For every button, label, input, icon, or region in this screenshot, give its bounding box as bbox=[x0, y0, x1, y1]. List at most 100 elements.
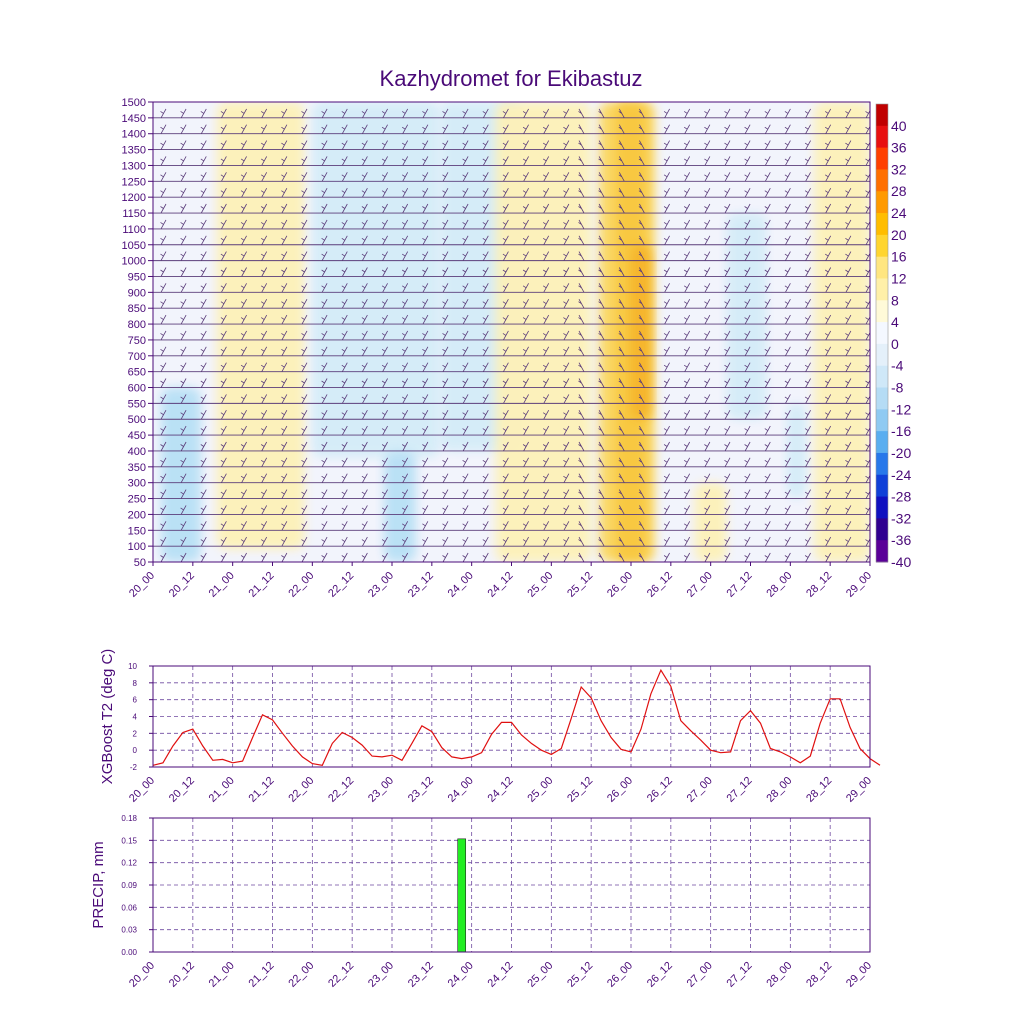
wind-barb bbox=[180, 156, 187, 166]
wind-barb bbox=[638, 505, 645, 515]
wind-barb bbox=[281, 251, 288, 261]
wind-barb bbox=[442, 441, 449, 452]
wind-barb bbox=[200, 425, 207, 436]
wind-barb bbox=[422, 394, 429, 404]
wind-barb bbox=[578, 124, 585, 134]
wind-barb bbox=[240, 108, 247, 119]
wind-barb bbox=[482, 536, 489, 547]
wind-barb bbox=[442, 552, 449, 562]
y-tick-label: 1150 bbox=[122, 208, 146, 220]
x-tick-label: 25_12 bbox=[565, 960, 595, 990]
wind-barb bbox=[462, 473, 469, 483]
wind-barb bbox=[442, 283, 449, 293]
colorbar-swatch bbox=[876, 452, 888, 476]
wind-barb bbox=[401, 425, 409, 436]
wind-barb bbox=[704, 489, 711, 499]
wind-barb bbox=[764, 140, 771, 150]
x-tick-label: 24_00 bbox=[446, 775, 476, 805]
wind-barb bbox=[663, 299, 670, 309]
wind-barb bbox=[341, 219, 348, 230]
wind-barb bbox=[361, 362, 368, 372]
wind-barb bbox=[618, 552, 625, 562]
wind-barb bbox=[784, 299, 791, 309]
wind-barb bbox=[784, 235, 791, 245]
x-tick-label: 24_00 bbox=[446, 960, 476, 990]
wind-barb bbox=[341, 235, 348, 245]
y-tick-label: 600 bbox=[128, 383, 146, 395]
wind-barb bbox=[845, 251, 852, 261]
wind-barb bbox=[845, 457, 852, 467]
wind-barb bbox=[865, 236, 870, 245]
wind-barb bbox=[260, 441, 268, 452]
wind-barb bbox=[382, 102, 384, 103]
wind-barb bbox=[281, 299, 288, 309]
wind-barb bbox=[200, 521, 207, 531]
y-tick-label: 150 bbox=[128, 525, 146, 537]
wind-barb bbox=[563, 235, 570, 245]
x-tick-label: 24_12 bbox=[486, 775, 516, 805]
wind-barb bbox=[321, 203, 328, 214]
colorbar-label: -8 bbox=[891, 380, 904, 396]
wind-barb bbox=[542, 188, 550, 198]
wind-barb bbox=[361, 203, 368, 214]
wind-barb bbox=[683, 552, 691, 562]
wind-barb bbox=[180, 188, 187, 198]
wind-barb bbox=[240, 505, 247, 515]
y-axis-label: PRECIP, mm bbox=[90, 841, 107, 928]
wind-barb bbox=[381, 251, 388, 261]
wind-barb bbox=[321, 425, 328, 436]
wind-barb bbox=[683, 299, 691, 309]
wind-barb bbox=[765, 102, 766, 103]
wind-barb bbox=[845, 425, 852, 436]
wind-barb bbox=[744, 521, 751, 531]
wind-barb bbox=[865, 220, 870, 230]
wind-barb bbox=[502, 172, 509, 182]
wind-barb bbox=[321, 314, 328, 325]
wind-barb bbox=[341, 203, 348, 214]
y-tick-label: 50 bbox=[134, 557, 146, 569]
x-tick-label: 26_12 bbox=[645, 960, 675, 990]
wind-barb bbox=[422, 330, 429, 341]
colorbar-swatch bbox=[876, 104, 888, 127]
wind-barb bbox=[301, 505, 308, 515]
wind-barb bbox=[482, 314, 489, 325]
wind-barb bbox=[341, 362, 348, 372]
wind-barb bbox=[321, 521, 328, 531]
wind-barb bbox=[563, 473, 570, 483]
wind-barb bbox=[220, 552, 227, 562]
wind-barb bbox=[422, 410, 429, 420]
wind-barb bbox=[260, 219, 268, 230]
wind-barb bbox=[638, 410, 645, 420]
wind-barb bbox=[618, 140, 625, 150]
wind-barb bbox=[180, 473, 187, 483]
x-tick-label: 25_00 bbox=[525, 775, 555, 805]
wind-barb bbox=[522, 457, 529, 467]
wind-barb bbox=[725, 102, 726, 103]
chart-title: Kazhydromet for Ekibastuz bbox=[380, 66, 643, 91]
wind-barb bbox=[160, 425, 167, 436]
wind-barb bbox=[200, 299, 207, 309]
wind-barb bbox=[603, 102, 605, 103]
x-tick-label: 27_12 bbox=[725, 775, 755, 805]
wind-barb bbox=[361, 410, 368, 420]
x-tick-label: 27_12 bbox=[725, 960, 755, 990]
wind-barb bbox=[683, 521, 691, 531]
wind-barbs bbox=[160, 102, 870, 562]
wind-barb bbox=[502, 267, 509, 277]
temp-region-cool-27 bbox=[726, 213, 767, 420]
wind-barb bbox=[321, 172, 328, 182]
wind-barb bbox=[784, 188, 791, 198]
wind-barb bbox=[578, 410, 585, 420]
wind-barb bbox=[260, 362, 268, 372]
x-tick-label: 21_12 bbox=[247, 570, 277, 600]
wind-barb bbox=[502, 378, 509, 388]
wind-barb bbox=[598, 330, 605, 341]
x-tick-label: 28_00 bbox=[764, 960, 794, 990]
wind-barb bbox=[321, 188, 328, 198]
wind-barb bbox=[220, 441, 227, 452]
wind-barb bbox=[422, 536, 429, 547]
wind-barb bbox=[704, 521, 711, 531]
y-tick-label: 0.12 bbox=[121, 859, 137, 868]
wind-barb bbox=[824, 425, 832, 436]
wind-barb bbox=[865, 109, 870, 119]
